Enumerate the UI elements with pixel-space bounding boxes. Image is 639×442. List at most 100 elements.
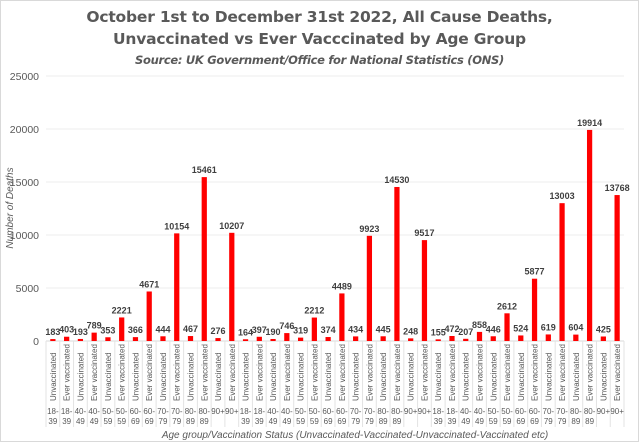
- bar: [50, 339, 56, 341]
- data-label: 9517: [414, 228, 434, 238]
- data-label: 444: [155, 324, 170, 334]
- x-tick-age-label: 18-39: [254, 407, 266, 426]
- x-tick-age-label: 80-89: [377, 407, 389, 426]
- x-tick-age-label: 50-59: [116, 407, 128, 426]
- data-label: 5877: [525, 267, 545, 277]
- data-label: 4671: [139, 279, 159, 289]
- bar: [64, 336, 70, 341]
- y-tick-label: 15000: [10, 177, 39, 189]
- x-tick-status-label: Unvaccinated: [599, 353, 608, 401]
- data-label: 434: [348, 324, 363, 334]
- x-tick-age-label: 50-59: [309, 407, 321, 426]
- x-tick-status-label: Unvaccinated: [324, 353, 333, 401]
- data-label: 319: [293, 326, 308, 336]
- bar: [91, 332, 97, 341]
- data-label: 374: [321, 325, 336, 335]
- bar: [366, 235, 373, 341]
- x-tick-status-label: Ever vaccinated: [200, 344, 209, 401]
- x-tick-status-label: Unvaccinated: [49, 353, 58, 401]
- x-tick-status-label: Ever vaccinated: [63, 344, 72, 401]
- data-label: 425: [596, 324, 611, 334]
- y-axis-label: Number of Deaths: [5, 167, 16, 248]
- bar: [77, 338, 84, 341]
- data-label: 366: [128, 325, 143, 335]
- bar: [297, 337, 304, 341]
- bar: [270, 338, 276, 341]
- bar: [174, 233, 180, 341]
- bar: [559, 203, 565, 341]
- data-label: 14530: [384, 175, 409, 185]
- x-tick-status-label: Ever vaccinated: [365, 344, 374, 401]
- x-tick-status-label: Ever vaccinated: [613, 344, 622, 401]
- x-tick-status-label: Unvaccinated: [214, 353, 223, 401]
- bar: [421, 240, 428, 341]
- bar: [160, 336, 166, 341]
- x-tick-status-label: Unvaccinated: [131, 353, 140, 401]
- x-tick-age-label: 70-79: [157, 407, 169, 426]
- bar: [600, 336, 606, 341]
- x-tick-age-label: 40-49: [75, 407, 87, 426]
- x-tick-status-label: Unvaccinated: [462, 353, 471, 401]
- bar: [229, 232, 235, 341]
- x-tick-age-label: 40-49: [460, 407, 472, 426]
- x-tick-age-label: 40-49: [281, 407, 293, 426]
- x-tick-status-label: Ever vaccinated: [118, 344, 127, 401]
- x-tick-age-label: 50-59: [487, 407, 499, 426]
- chart-subtitle: Source: UK Government/Office for Nationa…: [135, 53, 504, 67]
- bar: [187, 336, 194, 341]
- x-tick-age-label: 80-89: [584, 407, 596, 426]
- x-tick-age-label: 70-79: [556, 407, 568, 426]
- data-label: 467: [183, 324, 198, 334]
- x-tick-status-label: Unvaccinated: [159, 353, 168, 401]
- data-label: 207: [458, 327, 473, 337]
- bar: [435, 339, 441, 341]
- x-tick-status-label: Ever vaccinated: [90, 344, 99, 401]
- x-tick-age-label: 90+: [225, 407, 239, 416]
- x-tick-status-label: Ever vaccinated: [228, 344, 237, 401]
- data-label: 248: [403, 326, 418, 336]
- data-label: 445: [376, 324, 391, 334]
- bar: [284, 333, 290, 341]
- data-label: 190: [266, 327, 281, 337]
- x-tick-status-label: Ever vaccinated: [145, 344, 154, 401]
- x-tick-status-label: Unvaccinated: [517, 353, 526, 401]
- x-tick-status-label: Unvaccinated: [379, 353, 388, 401]
- data-label: 604: [568, 323, 583, 333]
- bar: [545, 334, 551, 341]
- x-tick-status-label: Unvaccinated: [572, 353, 581, 401]
- bar: [105, 337, 111, 341]
- x-tick-age-label: 70-79: [364, 407, 376, 426]
- y-tick-label: 5000: [16, 283, 40, 295]
- x-tick-status-label: Unvaccinated: [407, 353, 416, 401]
- x-tick-status-label: Ever vaccinated: [448, 344, 457, 401]
- bar: [490, 336, 496, 341]
- bar: [394, 186, 400, 341]
- bar: [518, 335, 524, 341]
- x-tick-status-label: Ever vaccinated: [476, 344, 485, 401]
- x-tick-age-label: 50-59: [295, 407, 307, 426]
- bar: [586, 129, 593, 341]
- data-label: 472: [444, 324, 459, 334]
- x-tick-age-label: 40-49: [267, 407, 279, 426]
- data-label: 10207: [219, 221, 244, 231]
- data-label: 10154: [164, 221, 189, 231]
- data-label: 183: [45, 327, 60, 337]
- bar: [463, 338, 469, 341]
- y-tick-label: 20000: [10, 124, 39, 136]
- x-tick-status-label: Unvaccinated: [104, 353, 113, 401]
- data-label: 2221: [112, 305, 132, 315]
- data-label: 789: [87, 321, 102, 331]
- x-tick-age-label: 60-69: [515, 407, 527, 426]
- y-tick-label: 25000: [10, 71, 39, 83]
- bar: [119, 317, 125, 341]
- bar: [325, 337, 331, 341]
- data-label: 403: [59, 325, 74, 335]
- x-tick-age-label: 18-39: [432, 407, 444, 426]
- x-tick-status-label: Unvaccinated: [76, 353, 85, 401]
- data-label: 15461: [192, 165, 217, 175]
- bar: [531, 278, 538, 341]
- y-tick-label: 0: [33, 336, 39, 348]
- x-tick-status-label: Ever vaccinated: [503, 344, 512, 401]
- bar: [146, 291, 152, 341]
- x-tick-age-label: 60-69: [336, 407, 348, 426]
